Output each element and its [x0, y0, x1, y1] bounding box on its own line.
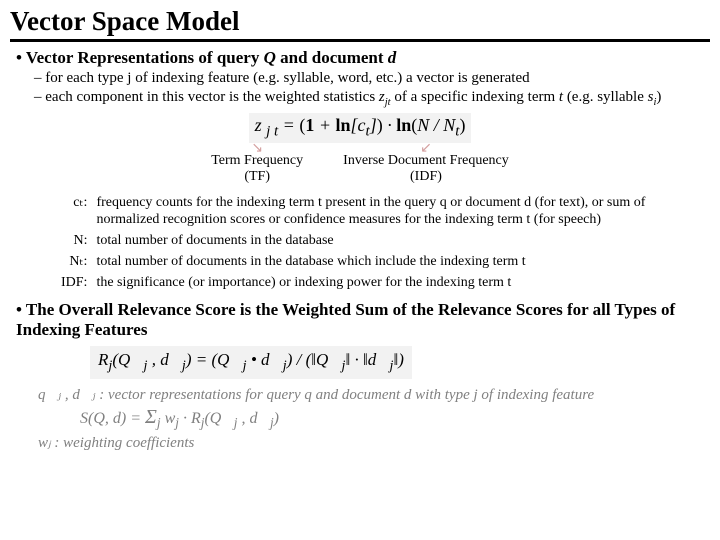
wj-note: wⱼ : weighting coefficients: [38, 433, 710, 452]
vector-note: q⃗ⱼ , d⃗ⱼ : vector representations for q…: [38, 385, 710, 404]
page-title: Vector Space Model: [10, 6, 710, 37]
idf-annotation: ↙ Inverse Document Frequency (IDF): [343, 145, 509, 185]
sum-formula: S(Q, d) = Σj wj · Rj(Q⃗j , d⃗j): [80, 406, 710, 431]
idf-arrow-icon: ↙: [343, 145, 509, 153]
def-key-ct: cₜ:: [60, 193, 93, 229]
def-row-Nt: Nₜ: total number of documents in the dat…: [60, 252, 708, 271]
formula-relevance: Rj(Q⃗j , d⃗j) = (Q⃗j • d⃗j) / (‖Q⃗j‖ · ‖…: [10, 342, 710, 378]
idf-sub: (IDF): [410, 169, 442, 184]
def-val-IDF: the significance (or importance) or inde…: [95, 273, 708, 292]
tf-label: Term Frequency: [211, 153, 303, 168]
bullet-vector-reps: Vector Representations of query Q and do…: [16, 48, 710, 68]
tf-arrow-icon: ↘: [211, 145, 303, 153]
bullet-overall-score: The Overall Relevance Score is the Weigh…: [16, 300, 710, 340]
tf-sub: (TF): [244, 169, 270, 184]
subbullet-types: for each type j of indexing feature (e.g…: [34, 70, 710, 88]
def-row-ct: cₜ: frequency counts for the indexing te…: [60, 193, 708, 229]
subbullet-components-text: each component in this vector is the wei…: [45, 89, 661, 105]
subbullet-components: each component in this vector is the wei…: [34, 89, 710, 109]
title-rule: [10, 39, 710, 42]
slide: Vector Space Model Vector Representation…: [0, 0, 720, 452]
def-val-ct: frequency counts for the indexing term t…: [95, 193, 708, 229]
def-val-N: total number of documents in the databas…: [95, 231, 708, 250]
definitions-table: cₜ: frequency counts for the indexing te…: [58, 191, 710, 294]
def-key-IDF: IDF:: [60, 273, 93, 292]
formula-Rj: Rj(Q⃗j , d⃗j) = (Q⃗j • d⃗j) / (‖Q⃗j‖ · ‖…: [90, 346, 412, 378]
def-row-N: N: total number of documents in the data…: [60, 231, 708, 250]
formula-zjt: z j t = (1 + ln[ct]) · ln(N / Nt): [249, 113, 472, 143]
idf-label: Inverse Document Frequency: [343, 153, 509, 168]
tf-annotation: ↘ Term Frequency (TF): [211, 145, 303, 185]
def-val-Nt: total number of documents in the databas…: [95, 252, 708, 271]
def-key-Nt: Nₜ:: [60, 252, 93, 271]
tfidf-formula: z j t = (1 + ln[ct]) · ln(N / Nt) ↘ Term…: [10, 113, 710, 185]
def-key-N: N:: [60, 231, 93, 250]
bullet-vector-reps-text: Vector Representations of query Q and do…: [26, 48, 396, 67]
formula-annotations: ↘ Term Frequency (TF) ↙ Inverse Document…: [10, 145, 710, 185]
def-row-IDF: IDF: the significance (or importance) or…: [60, 273, 708, 292]
